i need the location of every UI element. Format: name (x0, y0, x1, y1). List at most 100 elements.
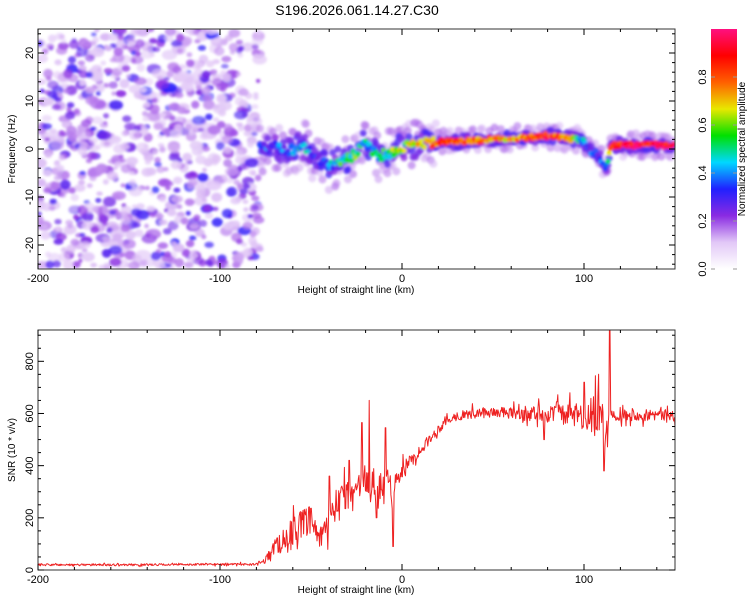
spectrogram-noise-blob (95, 164, 108, 174)
spectrogram-noise-blob (195, 155, 207, 165)
x-tick-label: -200 (27, 574, 49, 586)
spectrogram-noise-blob (168, 153, 180, 162)
spectrogram-noise-blob (95, 197, 102, 203)
spectrogram-noise-blob (146, 205, 156, 212)
spectrogram-noise-blob (38, 78, 47, 85)
spectrogram-ridge-mark (359, 129, 367, 137)
spectrogram-noise-blob (238, 163, 247, 171)
spectrogram-noise-blob (116, 265, 122, 269)
spectrogram-ridge-mark (275, 124, 284, 133)
spectrogram-ridge-mark (490, 123, 499, 132)
spectrogram-noise-blob (189, 223, 200, 230)
spectrogram-noise-blob (50, 181, 61, 191)
spectrogram-noise-blob (129, 129, 141, 141)
spectrogram-noise-blob (103, 196, 117, 207)
spectrogram-noise-blob (120, 163, 132, 174)
spectrogram-noise-blob (230, 197, 241, 205)
spectrogram-noise-blob (81, 248, 88, 253)
spectrogram-noise-blob (38, 54, 49, 63)
spectrogram-noise-blob (125, 185, 133, 190)
spectrogram-ridge-mark (301, 133, 309, 141)
spectrogram-noise-blob (197, 45, 207, 51)
spectrogram-noise-blob (185, 210, 191, 216)
spectrogram-x-axis-label: Height of straight line (km) (298, 285, 415, 296)
spectrogram-noise-blob (102, 113, 110, 119)
spectrogram-ridge-mark (281, 144, 287, 150)
spectrogram-noise-blob (222, 222, 234, 230)
spectrogram-ridge-mark (357, 156, 366, 165)
spectrogram-noise-blob (68, 40, 80, 49)
y-tick-label: 200 (24, 509, 36, 527)
spectrogram-noise-blob (49, 198, 58, 205)
spectrogram-noise-blob (92, 36, 100, 44)
spectrogram-ridge-mark (295, 163, 304, 172)
spectrogram-ridge-mark (324, 185, 333, 194)
spectrogram-noise-blob (253, 95, 259, 100)
spectrogram-noise-blob (89, 126, 97, 131)
spectrogram-noise-blob (41, 123, 53, 130)
spectrogram-ridge-mark (374, 175, 383, 184)
spectrogram-noise-blob (108, 100, 124, 111)
spectrogram-noise-blob (191, 145, 204, 156)
spectrogram-noise-blob (203, 99, 215, 110)
spectrogram-noise-blob (55, 226, 62, 232)
spectrogram-ridge-mark (316, 152, 322, 158)
colorbar-label: Normalized spectral amplitude (737, 81, 748, 216)
y-tick-label: 0 (24, 567, 36, 573)
spectrogram-noise-blob (109, 43, 118, 49)
spectrogram-noise-blob (78, 70, 89, 79)
spectrogram-noise-blob (39, 88, 45, 94)
spectrogram-noise-blob (46, 129, 60, 138)
spectrogram-ridge-mark (397, 135, 405, 143)
spectrogram-noise-blob (58, 154, 65, 161)
spectrogram-noise-blob (157, 242, 169, 250)
spectrogram-noise-blob (186, 181, 195, 190)
spectrogram-noise-blob (201, 70, 211, 79)
spectrogram-noise-blob (236, 122, 243, 127)
spectrogram-noise-blob (134, 51, 142, 57)
snr-axes: -200 -100 0 100 0 200 400 600 800 (24, 329, 676, 586)
spectrogram-noise-blob (121, 211, 128, 217)
snr-series-line (38, 330, 675, 568)
spectrogram-noise-blob (213, 46, 225, 56)
x-tick-label: 0 (399, 273, 405, 285)
colorbar-tick-label: 0.6 (697, 117, 709, 132)
spectrogram-noise-blob (53, 161, 61, 167)
spectrogram-noise-blob (113, 29, 127, 35)
x-tick-label: 100 (575, 574, 593, 586)
spectrogram-noise-blob (97, 130, 112, 141)
spectrogram-noise-blob (108, 209, 117, 216)
spectrogram-noise-blob (125, 73, 131, 79)
spectrogram-noise-blob (221, 55, 232, 63)
spectrogram-noise-blob (225, 264, 231, 269)
spectrogram-noise-blob (133, 125, 142, 132)
spectrogram-noise-blob (112, 233, 123, 240)
spectrogram-noise-blob (128, 84, 142, 94)
spectrogram-noise-blob (131, 58, 137, 64)
spectrogram-noise-blob (247, 141, 254, 148)
spectrogram-ridge-mark (332, 179, 341, 188)
spectrogram-noise-blob (207, 125, 221, 135)
x-tick-label: -200 (27, 273, 49, 285)
spectrogram-ridge-mark (330, 165, 336, 171)
spectrogram-noise-blob (46, 43, 55, 50)
spectrogram-noise-blob (173, 187, 181, 193)
spectrogram-noise-blob (38, 157, 47, 169)
spectrogram-noise-blob (152, 150, 158, 155)
spectrogram-ridge-mark (505, 145, 514, 154)
spectrogram-noise-blob (111, 191, 126, 201)
spectrogram-noise-blob (90, 262, 98, 268)
spectrogram-noise-blob (108, 245, 123, 255)
spectrogram-ridge-mark (271, 133, 279, 141)
spectrogram-ridge-mark (294, 130, 302, 138)
spectrogram-noise-blob (232, 251, 245, 262)
spectrogram-noise-blob (80, 39, 92, 48)
spectrogram-noise-blob (113, 47, 124, 56)
spectrogram-ridge-mark (257, 161, 266, 170)
spectrogram-noise-blob (102, 236, 111, 244)
snr-background (38, 330, 675, 570)
spectrogram-noise-blob (212, 103, 227, 114)
spectrogram-noise-blob (66, 125, 77, 135)
spectrogram-noise-blob (235, 156, 243, 164)
